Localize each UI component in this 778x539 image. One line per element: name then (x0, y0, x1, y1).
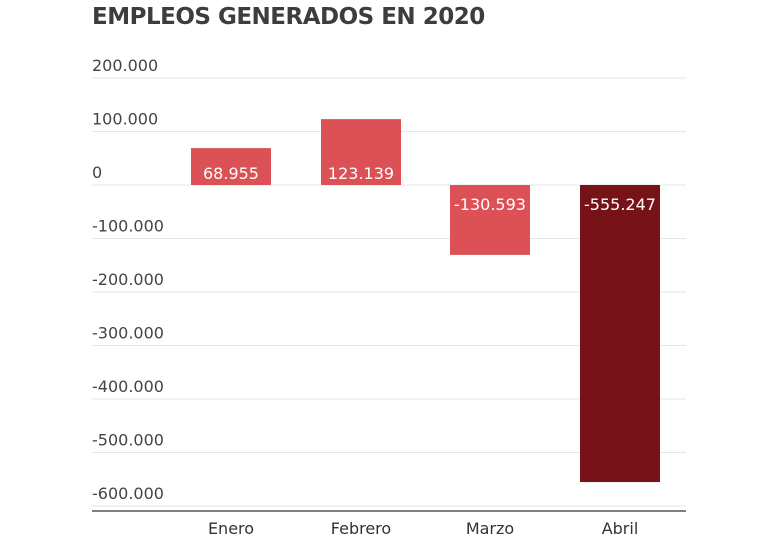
x-tick-label: Enero (208, 519, 254, 538)
data-label: 68.955 (203, 164, 259, 183)
x-tick-label: Marzo (466, 519, 514, 538)
bar-febrero (321, 119, 401, 185)
x-tick-label: Abril (602, 519, 639, 538)
bar-abril (580, 185, 660, 483)
data-label: 123.139 (328, 164, 394, 183)
y-tick-label: -200.000 (92, 270, 164, 289)
y-tick-label: 100.000 (92, 110, 158, 129)
y-tick-label: -400.000 (92, 377, 164, 396)
x-tick-label: Febrero (331, 519, 391, 538)
y-tick-label: -100.000 (92, 217, 164, 236)
bar-marzo (450, 185, 530, 255)
chart-title: EMPLEOS GENERADOS EN 2020 (92, 4, 485, 30)
bar-enero (191, 148, 271, 185)
y-tick-label: -300.000 (92, 324, 164, 343)
data-label: -130.593 (454, 195, 526, 214)
y-tick-label: -600.000 (92, 484, 164, 503)
y-tick-label: -500.000 (92, 431, 164, 450)
data-label: -555.247 (584, 195, 656, 214)
y-tick-label: 200.000 (92, 56, 158, 75)
y-tick-label: 0 (92, 163, 102, 182)
